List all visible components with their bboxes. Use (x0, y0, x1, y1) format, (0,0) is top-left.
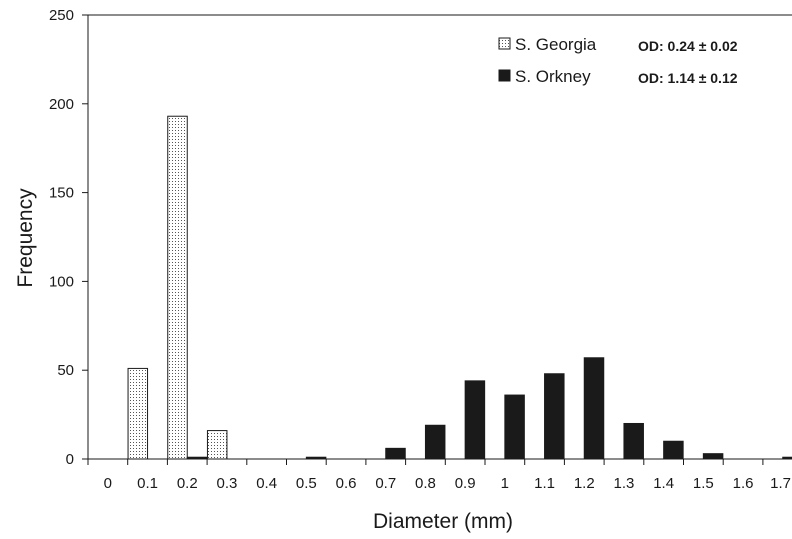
x-tick-label: 0.9 (455, 475, 476, 492)
x-tick-label: 1.6 (733, 475, 754, 492)
y-tick-label: 0 (66, 451, 74, 468)
bar-s-orkney-1-7 (782, 456, 792, 460)
x-tick-label: 0.2 (177, 475, 198, 492)
bars-layer (127, 115, 792, 460)
x-tick-label: 1.1 (534, 475, 555, 492)
y-tick-label: 250 (49, 7, 74, 24)
labels-layer: 0 50 100 150 200 250 0 0.1 0.2 0.3 0.4 0.5 0.6 0.7 0.8… (49, 7, 791, 492)
bar-s-georgia-0-3 (206, 430, 228, 460)
x-axis-title: Diameter (mm) (373, 510, 513, 533)
y-tick-label: 100 (49, 273, 74, 290)
x-tick-label: 0.6 (336, 475, 357, 492)
y-tick-label: 200 (49, 96, 74, 113)
legend-label: S. Orkney (515, 67, 591, 86)
bar-s-orkney-0-9 (464, 380, 486, 460)
legend-swatch (498, 69, 511, 82)
x-tick-label: 0.3 (217, 475, 238, 492)
x-tick-label: 0.8 (415, 475, 436, 492)
x-tick-label: 1.3 (614, 475, 635, 492)
od-annotation: OD: 0.24 ± 0.02 (638, 38, 738, 54)
x-tick-label: 1.2 (574, 475, 595, 492)
legend: S. Georgia OD: 0.24 ± 0.02 S. Orkney OD: 1.… (498, 35, 738, 86)
x-tick-label: 1.5 (693, 475, 714, 492)
legend-swatch (498, 37, 511, 50)
x-tick-label: 1.7 (770, 475, 791, 492)
od-annotation: OD: 1.14 ± 0.12 (638, 70, 738, 86)
bar-s-orkney-1 (504, 394, 525, 460)
x-tick-label: 0.5 (296, 475, 317, 492)
x-tick-label: 0 (104, 475, 112, 492)
bar-s-orkney-1-2 (583, 357, 605, 460)
legend-label: S. Georgia (515, 35, 597, 54)
x-tick-label: 0.4 (256, 475, 277, 492)
bar-s-georgia-0-1 (127, 367, 149, 460)
bar-s-orkney-1-5 (702, 453, 724, 460)
bar-s-georgia-0-2 (167, 115, 188, 460)
x-tick-label: 0.7 (375, 475, 396, 492)
y-tick-label: 50 (57, 362, 74, 379)
bar-s-orkney-1-1 (544, 373, 565, 460)
bar-s-orkney-1-3 (623, 422, 644, 460)
axes-layer (82, 14, 792, 465)
bar-s-orkney-1-4 (663, 440, 684, 460)
bar-s-orkney-0-7 (385, 447, 406, 460)
x-tick-label: 1.4 (653, 475, 674, 492)
x-tick-label: 1 (501, 475, 509, 492)
y-tick-label: 150 (49, 185, 74, 202)
x-tick-label: 0.1 (137, 475, 158, 492)
bar-s-orkney-0-8 (424, 424, 446, 460)
y-axis-title: Frequency (14, 188, 37, 288)
